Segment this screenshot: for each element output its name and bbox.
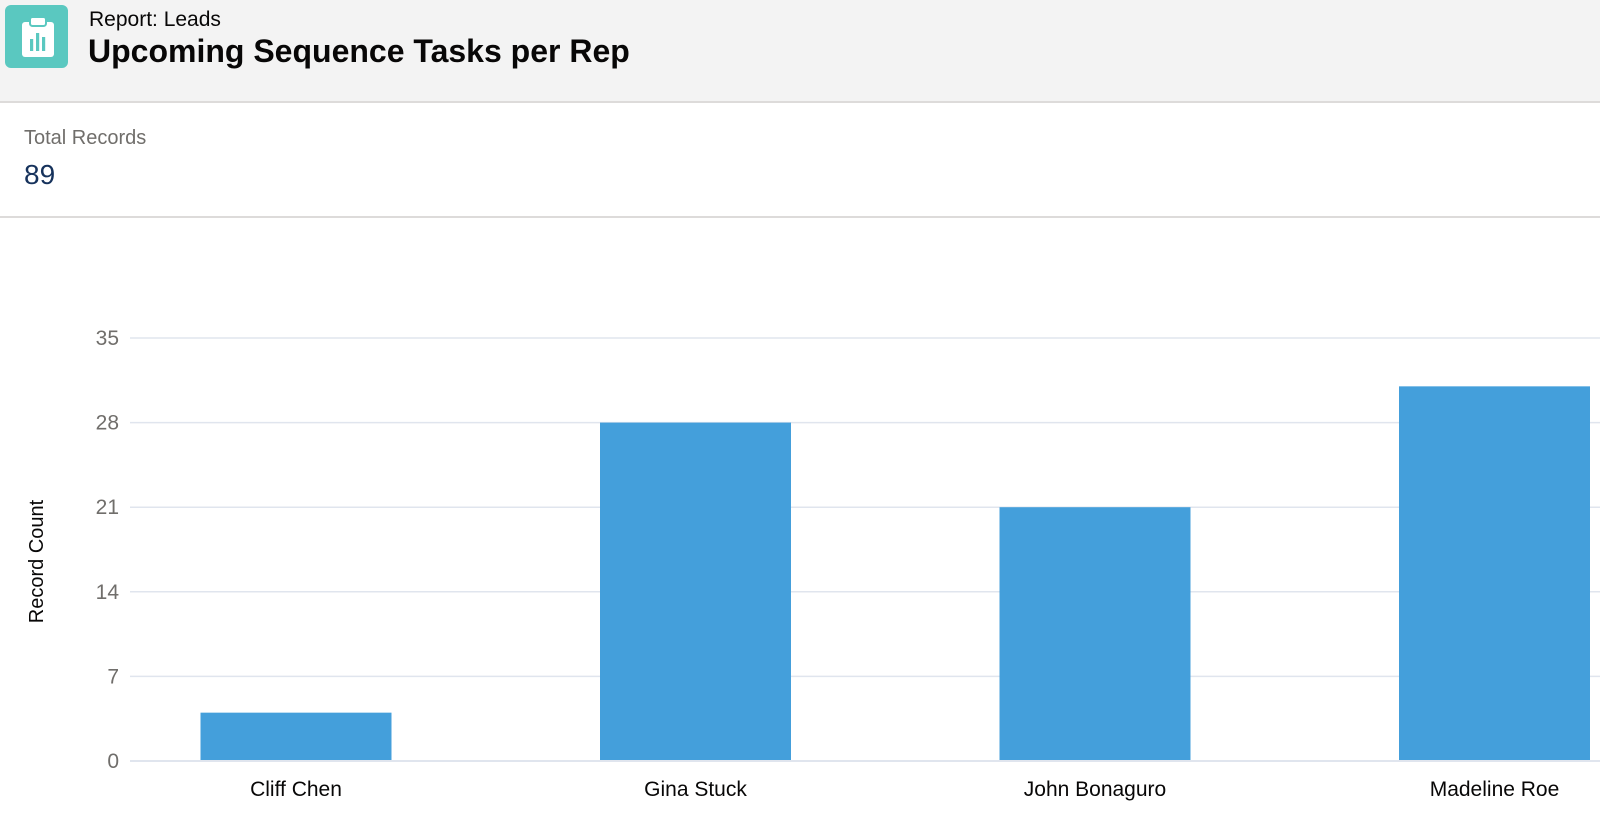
report-clipboard-icon [22,16,54,57]
summary-panel: Total Records 89 [0,103,1600,218]
y-axis-title: Record Count [26,499,48,623]
total-records-value: 89 [24,159,56,190]
bar-chart: 0 7 14 21 28 35 Record Count Cliff Chen Gina Stu… [26,327,1600,801]
report-icon [5,5,68,68]
page-title: Upcoming Sequence Tasks per Rep [88,33,630,69]
y-tick-label: 28 [96,412,119,435]
bar [600,422,791,761]
report-type-label: Report: Leads [89,8,221,31]
x-tick-label: Madeline Roe [1430,778,1560,801]
y-tick-label: 35 [96,327,119,350]
x-tick-label: Gina Stuck [644,778,747,801]
chart-container: 0 7 14 21 28 35 Record Count Cliff Chen Gina Stu… [0,218,1600,820]
y-tick-label: 7 [107,665,119,688]
bar [200,712,392,761]
y-tick-label: 14 [96,581,120,604]
x-tick-label: John Bonaguro [1024,778,1166,801]
report-header: Report: Leads Upcoming Sequence Tasks pe… [0,0,1600,103]
y-tick-label: 21 [96,496,119,519]
y-tick-label: 0 [107,750,119,773]
total-records-label: Total Records [24,127,147,149]
bar [1399,386,1590,761]
bar [999,507,1191,761]
x-tick-label: Cliff Chen [250,778,342,801]
